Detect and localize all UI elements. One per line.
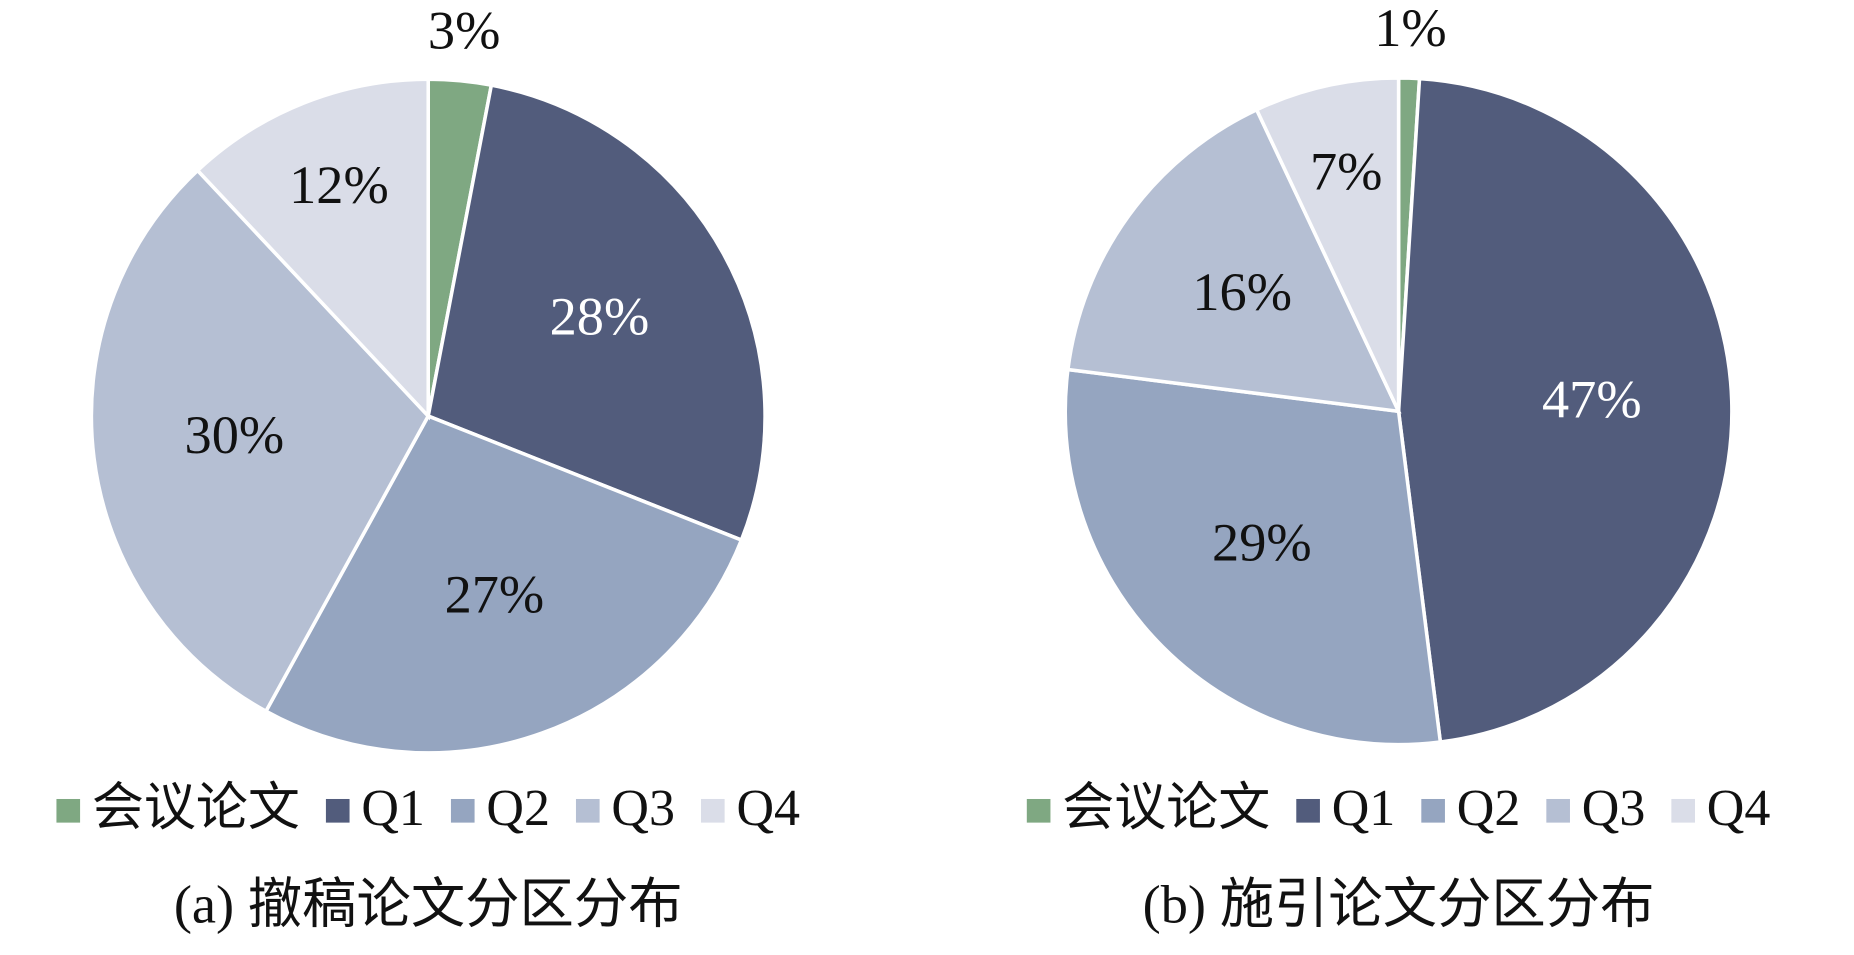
legend-label: 会议论文 (1062, 780, 1270, 837)
slice-label: 12% (289, 155, 389, 215)
chart-caption: (a) 撤稿论文分区分布 (174, 875, 683, 935)
legend-swatch (325, 798, 350, 823)
slice-label: 7% (1310, 142, 1382, 202)
legend-label: Q3 (1582, 780, 1646, 837)
pie-slice (1063, 367, 1443, 747)
slice-label: 27% (445, 564, 545, 624)
legend-swatch (56, 798, 81, 823)
legend-swatch (1546, 798, 1570, 823)
legend-swatch (1671, 798, 1695, 823)
slice-label: 30% (185, 405, 285, 465)
legend-swatch (700, 798, 725, 823)
pie-slice (89, 167, 431, 714)
pie-slice (195, 77, 430, 421)
slice-label: 1% (1374, 0, 1446, 58)
slice-label: 47% (1542, 370, 1642, 430)
legend-swatch (1421, 798, 1445, 823)
pie-slice (1396, 76, 1734, 744)
pie-slice (1065, 107, 1402, 414)
legend-label: Q4 (736, 780, 800, 837)
pie-chart: 1% 47% 29% 16% 7% 会议论文 Q1 Q2 Q3 Q4 (b) 施引论文分区分布 (1026, 0, 1771, 935)
legend-swatch (1026, 798, 1051, 823)
pie-slice (426, 83, 767, 543)
slice-label: 3% (428, 0, 500, 60)
legend-label: Q1 (1332, 780, 1396, 837)
legend-label: Q2 (1457, 780, 1521, 837)
pie-slice (263, 413, 744, 755)
chart-caption: (b) 施引论文分区分布 (1143, 875, 1655, 935)
legend-label: Q3 (611, 780, 675, 837)
legend-swatch (575, 798, 600, 823)
legend: 会议论文 Q1 Q2 Q3 Q4 (1026, 780, 1771, 837)
legend-label: Q1 (361, 780, 425, 837)
legend-swatch (1296, 798, 1320, 823)
legend-swatch (450, 798, 475, 823)
legend: 会议论文 Q1 Q2 Q3 Q4 (56, 780, 800, 837)
legend-label: Q2 (486, 780, 550, 837)
legend-label: 会议论文 (92, 780, 300, 837)
pie-slice (1254, 76, 1401, 413)
slice-label: 16% (1192, 262, 1292, 322)
pie-chart: 3% 28% 27% 30% 12% 会议论文 Q1 Q2 Q3 Q4 (a) 撤稿论文分区分布 (56, 0, 800, 935)
slice-label: 28% (550, 286, 650, 346)
legend-label: Q4 (1707, 780, 1771, 837)
slice-label: 29% (1212, 512, 1312, 572)
